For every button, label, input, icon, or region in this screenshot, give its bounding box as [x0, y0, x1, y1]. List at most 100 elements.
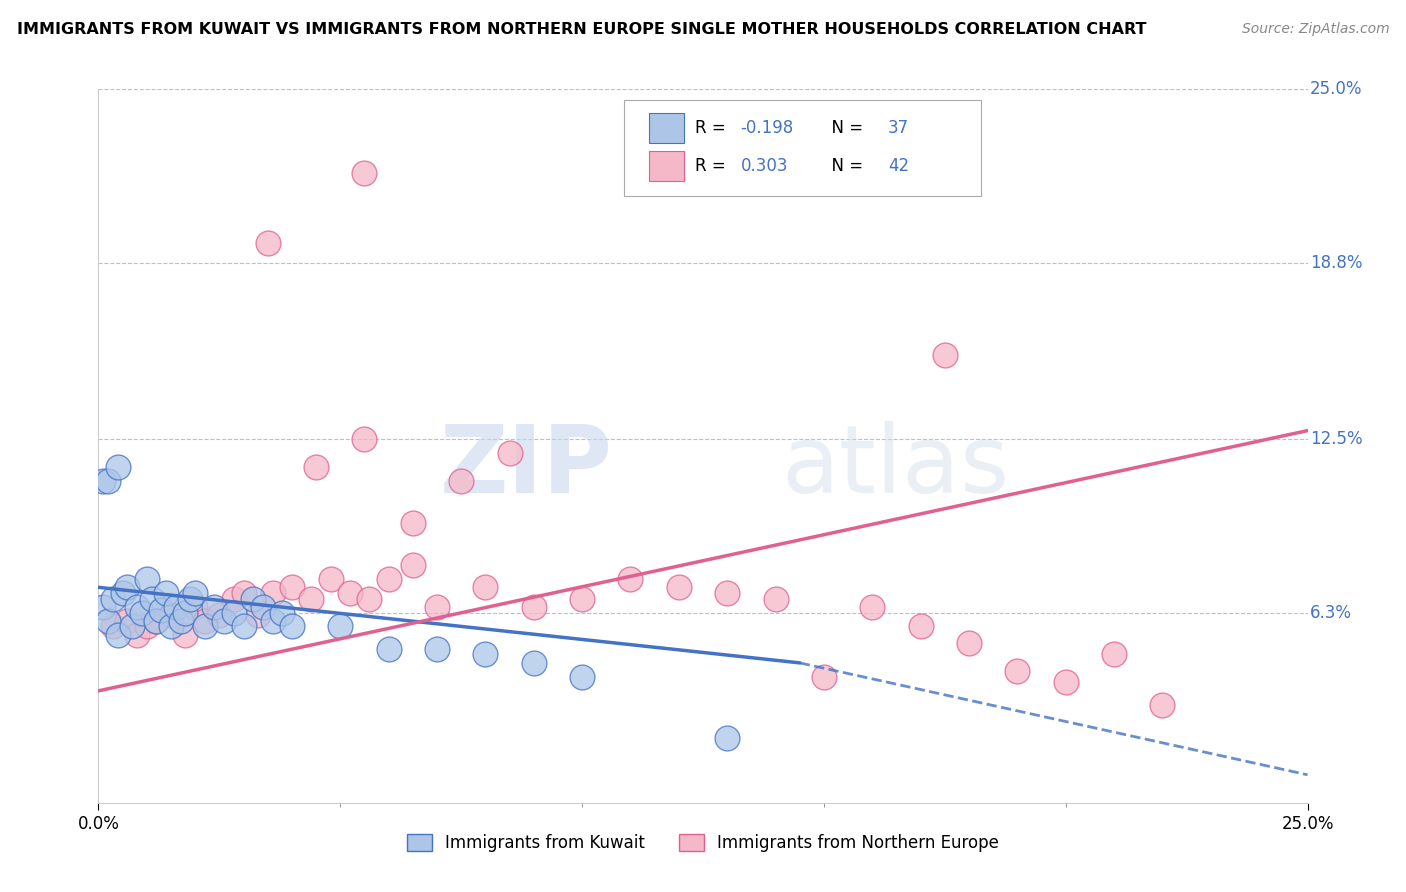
Text: 6.3%: 6.3%: [1310, 604, 1353, 622]
Point: [222, 606, 245, 620]
Point: [145, 614, 167, 628]
Point: [141, 591, 163, 606]
Point: [111, 586, 134, 600]
Point: [91, 599, 114, 614]
Text: R =: R =: [695, 157, 731, 175]
Point: [813, 670, 835, 684]
Point: [957, 636, 980, 650]
Point: [131, 606, 153, 620]
Point: [127, 599, 149, 614]
Point: [1007, 665, 1029, 679]
Point: [353, 432, 375, 446]
Point: [474, 648, 496, 662]
Point: [155, 586, 177, 600]
Point: [135, 619, 157, 633]
Point: [571, 591, 593, 606]
Point: [498, 446, 520, 460]
Point: [281, 619, 304, 633]
Point: [426, 641, 449, 656]
Point: [523, 599, 546, 614]
Point: [101, 619, 124, 633]
Point: [339, 586, 361, 600]
Point: [402, 558, 425, 572]
Point: [252, 599, 274, 614]
Point: [1152, 698, 1174, 712]
Point: [299, 591, 322, 606]
Point: [160, 619, 183, 633]
Point: [160, 608, 183, 623]
Point: [117, 580, 139, 594]
Point: [668, 580, 690, 594]
Point: [1102, 648, 1125, 662]
Text: ZIP: ZIP: [440, 421, 613, 514]
Point: [716, 586, 738, 600]
FancyBboxPatch shape: [648, 113, 683, 144]
Point: [377, 572, 399, 586]
Point: [91, 474, 114, 488]
Point: [377, 641, 399, 656]
Point: [353, 166, 375, 180]
Point: [619, 572, 641, 586]
Point: [1054, 675, 1077, 690]
Point: [165, 599, 187, 614]
Text: -0.198: -0.198: [741, 120, 794, 137]
Legend: Immigrants from Kuwait, Immigrants from Northern Europe: Immigrants from Kuwait, Immigrants from …: [401, 827, 1005, 859]
Point: [232, 619, 254, 633]
Point: [174, 606, 197, 620]
Point: [101, 591, 124, 606]
Point: [319, 572, 342, 586]
Point: [97, 474, 120, 488]
Point: [474, 580, 496, 594]
Point: [256, 236, 278, 251]
Point: [359, 591, 381, 606]
Text: atlas: atlas: [782, 421, 1010, 514]
Point: [212, 614, 235, 628]
Text: 12.5%: 12.5%: [1310, 430, 1362, 448]
Text: 42: 42: [889, 157, 910, 175]
Point: [247, 608, 270, 623]
Point: [262, 586, 284, 600]
Point: [402, 516, 425, 530]
Point: [910, 619, 932, 633]
Point: [150, 603, 173, 617]
Point: [271, 606, 294, 620]
Text: IMMIGRANTS FROM KUWAIT VS IMMIGRANTS FROM NORTHERN EUROPE SINGLE MOTHER HOUSEHOL: IMMIGRANTS FROM KUWAIT VS IMMIGRANTS FRO…: [17, 22, 1146, 37]
Text: 37: 37: [889, 120, 910, 137]
Point: [232, 586, 254, 600]
Point: [117, 614, 139, 628]
Text: 25.0%: 25.0%: [1310, 80, 1362, 98]
Point: [169, 614, 191, 628]
Point: [305, 460, 328, 475]
Point: [204, 599, 226, 614]
Point: [329, 619, 352, 633]
Text: N =: N =: [821, 157, 869, 175]
Point: [222, 591, 245, 606]
Point: [97, 614, 120, 628]
Point: [242, 591, 264, 606]
Point: [184, 586, 207, 600]
Point: [127, 628, 149, 642]
Point: [934, 348, 956, 362]
Point: [194, 614, 217, 628]
Point: [194, 619, 217, 633]
Point: [450, 474, 472, 488]
Point: [135, 572, 157, 586]
Point: [523, 656, 546, 670]
Point: [121, 619, 143, 633]
Point: [107, 460, 129, 475]
Text: Source: ZipAtlas.com: Source: ZipAtlas.com: [1241, 22, 1389, 37]
Point: [716, 731, 738, 746]
Point: [281, 580, 304, 594]
Point: [107, 628, 129, 642]
Point: [262, 614, 284, 628]
Text: R =: R =: [695, 120, 731, 137]
Point: [426, 599, 449, 614]
Point: [860, 599, 883, 614]
Point: [208, 608, 231, 623]
Text: 0.303: 0.303: [741, 157, 787, 175]
FancyBboxPatch shape: [648, 151, 683, 180]
Point: [145, 614, 167, 628]
Point: [184, 599, 207, 614]
Point: [174, 628, 197, 642]
Text: N =: N =: [821, 120, 869, 137]
